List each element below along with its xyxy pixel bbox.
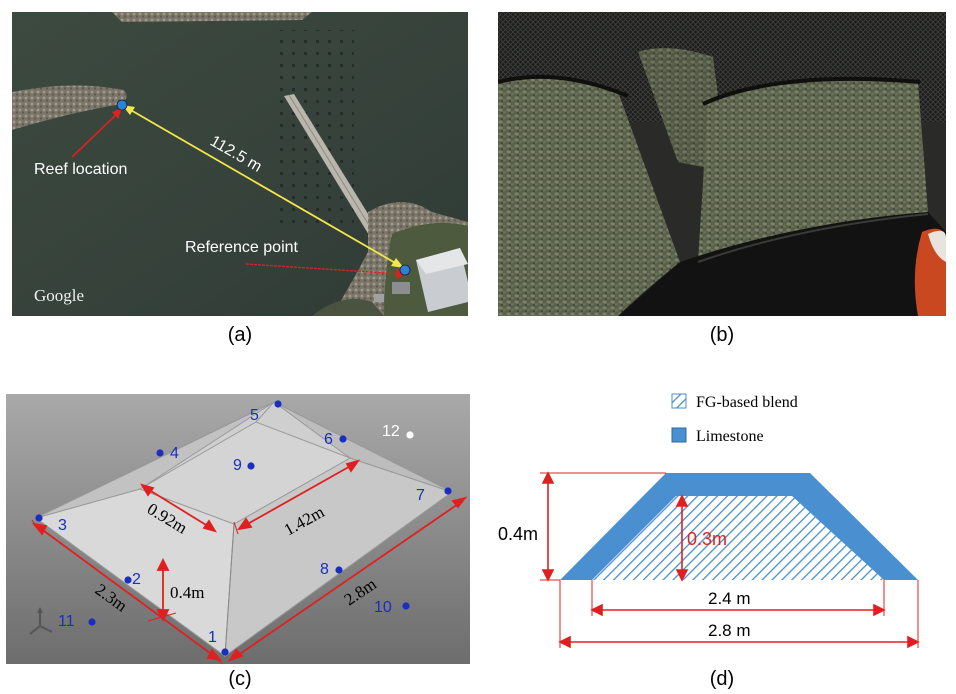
mesh-bag-right bbox=[698, 79, 928, 262]
measurement-point-10-label: 10 bbox=[374, 599, 392, 616]
measurement-point-4-label: 4 bbox=[170, 445, 179, 462]
measurement-point-3-dot bbox=[35, 514, 43, 522]
measurement-point-9-label: 9 bbox=[233, 457, 242, 474]
legend-swatch-limestone bbox=[671, 427, 687, 443]
measurement-point-6-label: 6 bbox=[324, 431, 333, 448]
measurement-point-11-label: 11 bbox=[58, 613, 75, 630]
distance-line bbox=[121, 104, 405, 269]
reef-location-marker bbox=[116, 99, 128, 111]
measurement-point-5-dot bbox=[274, 400, 282, 408]
dimension-lines bbox=[31, 459, 468, 664]
measurement-point-11-dot bbox=[88, 618, 96, 626]
measurement-point-7-label: 7 bbox=[416, 487, 425, 504]
mesh-bags-photo bbox=[498, 12, 946, 316]
panel-b-photo bbox=[498, 12, 946, 316]
legend-label-limestone: Limestone bbox=[696, 428, 764, 445]
dim-label-inner-base: 2.4 m bbox=[708, 589, 751, 608]
measurement-point-12-dot bbox=[406, 431, 414, 439]
cross-section-diagram: FG-based blend Limestone bbox=[498, 393, 920, 649]
reference-pointer-arrow bbox=[245, 263, 403, 275]
caption-d: (d) bbox=[709, 668, 735, 690]
caption-b: (b) bbox=[709, 324, 735, 346]
dim-label-outer-base: 2.8 m bbox=[708, 621, 751, 640]
reference-point-marker bbox=[399, 264, 411, 276]
google-watermark: Google bbox=[34, 286, 84, 305]
reef-pointer-arrow bbox=[71, 111, 120, 158]
caption-c: (c) bbox=[228, 668, 252, 690]
panel-d-cross-section: FG-based blend Limestone bbox=[486, 380, 956, 664]
reef-location-label: Reef location bbox=[34, 161, 127, 178]
dim-label-inner-height: 0.3m bbox=[687, 529, 727, 549]
measurement-point-9-dot bbox=[247, 462, 255, 470]
measurement-point-4-dot bbox=[156, 449, 164, 457]
measurement-point-12-label: 12 bbox=[382, 423, 400, 440]
panel-a-satellite-map: Reef location Reference point 112.5 m Go… bbox=[12, 12, 468, 316]
dim-label-height: 0.4m bbox=[170, 583, 204, 602]
measurement-point-1-dot bbox=[221, 648, 229, 656]
measurement-point-3-label: 3 bbox=[58, 517, 67, 534]
measurement-point-2-dot bbox=[124, 576, 132, 584]
reference-point-label: Reference point bbox=[185, 239, 299, 256]
legend-label-fg-blend: FG-based blend bbox=[696, 394, 798, 411]
axis-triad-icon bbox=[29, 607, 53, 635]
dim-label-total-height: 0.4m bbox=[498, 524, 538, 544]
measurement-point-8-dot bbox=[335, 566, 343, 574]
measurement-point-2-label: 2 bbox=[132, 571, 141, 588]
measurement-point-1-label: 1 bbox=[208, 629, 217, 646]
measurement-point-10-dot bbox=[402, 602, 410, 610]
caption-a: (a) bbox=[227, 324, 253, 346]
reef-top-face bbox=[138, 421, 352, 525]
satellite-map-image: Reef location Reference point 112.5 m Go… bbox=[12, 12, 468, 316]
cross-section-dimensions bbox=[540, 471, 920, 649]
measurement-point-5-label: 5 bbox=[250, 407, 259, 424]
measurement-point-6-dot bbox=[339, 435, 347, 443]
mesh-bag-left bbox=[498, 76, 680, 316]
legend: FG-based blend Limestone bbox=[671, 393, 798, 445]
panel-c-reef-model: 2.3m 2.8m 0.4m 0.92m 1.42m 1 2 3 4 5 6 7 8 9 10 11… bbox=[6, 394, 470, 664]
reef-model-diagram: 2.3m 2.8m 0.4m 0.92m 1.42m 1234567891011… bbox=[6, 394, 470, 664]
measurement-point-7-dot bbox=[444, 487, 452, 495]
legend-swatch-fg-blend bbox=[671, 393, 687, 409]
measurement-point-8-label: 8 bbox=[320, 561, 329, 578]
fg-blend-core bbox=[592, 496, 884, 580]
